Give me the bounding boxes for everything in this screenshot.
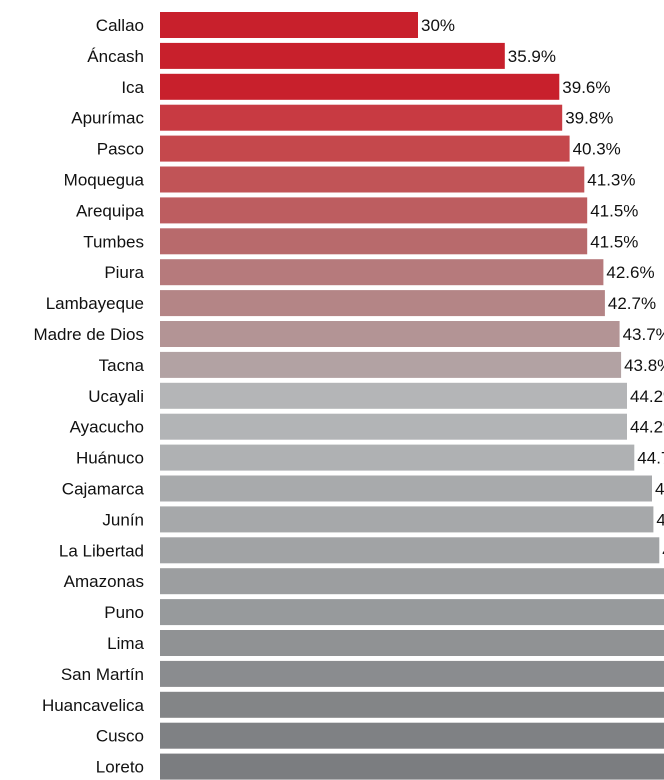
bar-lambayeque — [160, 290, 605, 317]
category-label: Loreto — [96, 758, 144, 777]
category-label: Moquegua — [64, 171, 145, 190]
bar-huánuco — [160, 444, 635, 471]
category-label: Huancavelica — [42, 696, 145, 715]
bar-la-libertad — [160, 537, 660, 564]
category-label: Cusco — [96, 727, 144, 746]
value-label: 35.9% — [508, 47, 556, 66]
category-label: Puno — [104, 603, 144, 622]
bar-apurímac — [160, 104, 563, 131]
bar-tumbes — [160, 228, 588, 255]
value-label: 41.3% — [587, 171, 635, 190]
bar-piura — [160, 259, 604, 286]
value-label: 45.9% — [655, 480, 664, 499]
bar-madre-de-dios — [160, 321, 620, 347]
value-label: 46% — [656, 510, 664, 529]
category-label: Ayacucho — [70, 418, 144, 437]
category-label: Áncash — [87, 47, 144, 66]
category-label: Madre de Dios — [33, 325, 144, 344]
value-label: 43.8% — [624, 356, 664, 375]
category-label: Huánuco — [76, 449, 144, 468]
category-label: Cajamarca — [62, 480, 145, 499]
bar-huancavelica — [160, 691, 664, 718]
bar-san-martín — [160, 660, 664, 687]
bar-puno — [160, 599, 664, 626]
value-label: 41.5% — [590, 232, 638, 251]
bar-ica — [160, 73, 560, 100]
category-label: Ucayali — [88, 387, 144, 406]
bar-callao — [160, 12, 418, 38]
bar-cajamarca — [160, 475, 652, 502]
category-label: Piura — [104, 263, 144, 282]
category-label: Apurímac — [71, 109, 144, 128]
bar-amazonas — [160, 568, 664, 595]
category-label: Tacna — [99, 356, 145, 375]
value-label: 43.7% — [623, 325, 664, 344]
value-label: 44.7% — [637, 449, 664, 468]
category-label: Junín — [102, 510, 144, 529]
value-label: 44.2% — [630, 387, 664, 406]
bar-pasco — [160, 135, 570, 162]
category-label: Callao — [96, 16, 144, 35]
bar-ayacucho — [160, 413, 627, 440]
value-label: 41.5% — [590, 201, 638, 220]
category-label: Ica — [121, 78, 144, 97]
bar-moquegua — [160, 166, 585, 193]
value-label: 42.6% — [606, 263, 654, 282]
category-label: San Martín — [61, 665, 144, 684]
bar-junín — [160, 506, 654, 533]
bar-loreto — [160, 753, 664, 780]
category-label: Lima — [107, 634, 144, 653]
category-label: Amazonas — [64, 572, 144, 591]
value-label: 39.8% — [565, 109, 613, 128]
value-label: 42.7% — [608, 294, 656, 313]
bar-lima — [160, 630, 664, 656]
value-label: 40.3% — [573, 140, 621, 159]
bar-ucayali — [160, 382, 627, 409]
bar-tacna — [160, 351, 622, 378]
category-label: Tumbes — [83, 232, 144, 251]
bar-cusco — [160, 722, 664, 749]
value-label: 39.6% — [562, 78, 610, 97]
category-label: Arequipa — [76, 201, 145, 220]
category-label: Lambayeque — [46, 294, 144, 313]
value-label: 46.4% — [662, 541, 664, 560]
value-label: 44.2% — [630, 418, 664, 437]
category-label: Pasco — [97, 140, 144, 159]
category-label: La Libertad — [59, 541, 144, 560]
value-label: 30% — [421, 16, 455, 35]
bar-arequipa — [160, 197, 588, 224]
bar-áncash — [160, 42, 505, 69]
